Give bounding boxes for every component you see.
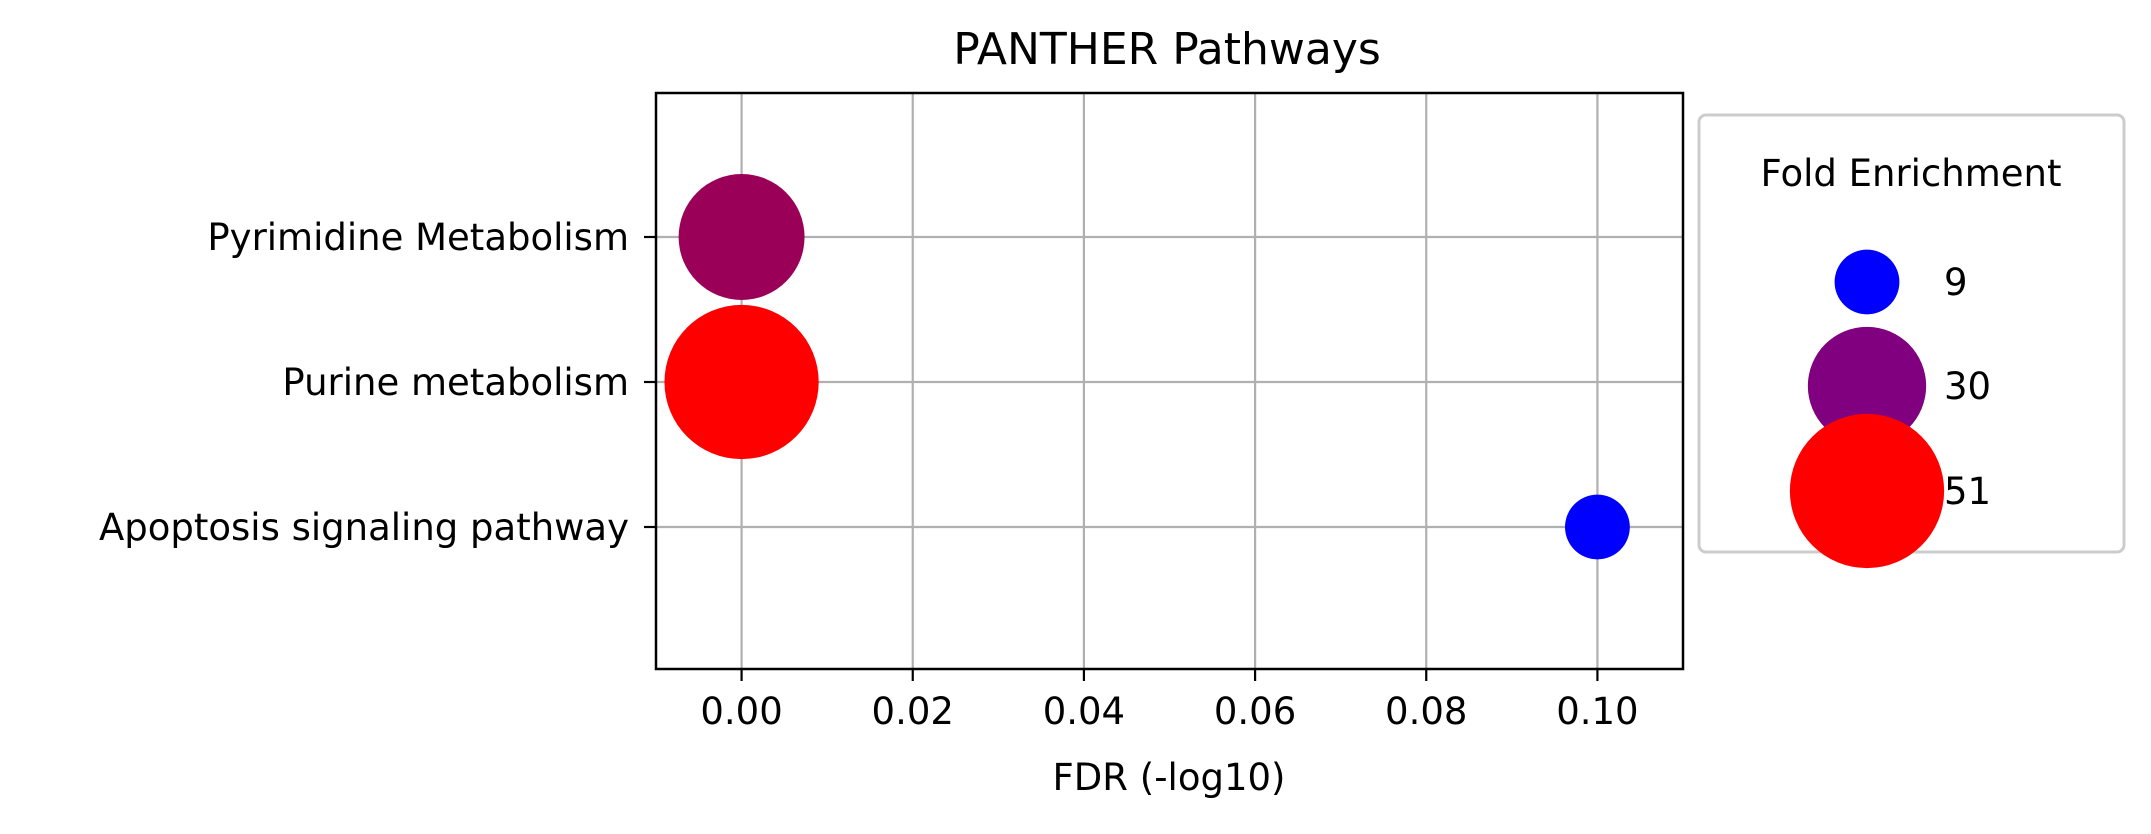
x-axis-label: FDR (-log10) xyxy=(1053,756,1286,799)
legend: Fold Enrichment 9 30 51 xyxy=(1697,113,2126,569)
x-tick-label: 0.08 xyxy=(1385,690,1467,733)
y-axis: Pyrimidine Metabolism Purine metabolism Ap… xyxy=(99,216,656,549)
points-layer xyxy=(664,174,1630,560)
x-tick-label: 0.00 xyxy=(700,690,782,733)
legend-marker xyxy=(1834,249,1900,315)
legend-marker xyxy=(1807,326,1927,446)
x-tick-label: 0.06 xyxy=(1214,690,1296,733)
data-point xyxy=(664,304,819,460)
legend-label: 51 xyxy=(1944,470,1991,513)
chart-title: PANTHER Pathways xyxy=(953,24,1381,75)
legend-marker xyxy=(1789,413,1945,569)
x-tick-label: 0.04 xyxy=(1043,690,1125,733)
y-tick-label: Purine metabolism xyxy=(282,361,629,404)
legend-label: 30 xyxy=(1944,365,1991,408)
y-tick-label: Pyrimidine Metabolism xyxy=(207,216,629,259)
grid-layer xyxy=(656,93,1683,669)
x-tick-label: 0.10 xyxy=(1556,690,1638,733)
data-point xyxy=(678,174,805,300)
x-tick-label: 0.02 xyxy=(872,690,954,733)
data-point xyxy=(1565,494,1630,560)
legend-title: Fold Enrichment xyxy=(1760,152,2061,195)
x-axis: 0.00 0.02 0.04 0.06 0.08 0.10 xyxy=(700,669,1639,733)
y-tick-label: Apoptosis signaling pathway xyxy=(99,506,629,549)
legend-label: 9 xyxy=(1944,261,1968,304)
